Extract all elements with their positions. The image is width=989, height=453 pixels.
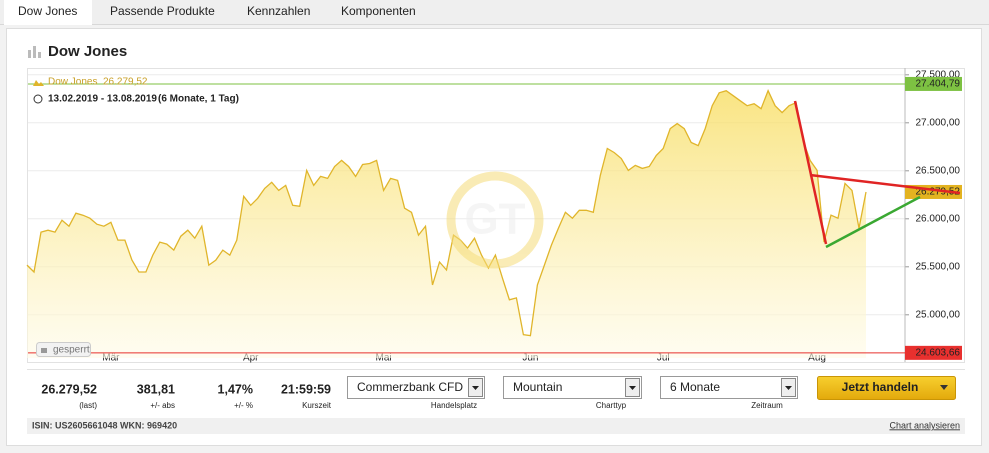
y-tick-label: 26.500,00	[916, 165, 961, 176]
x-tick-label: Apr	[243, 353, 259, 364]
badge: gesperrt	[53, 345, 90, 356]
select-box[interactable]	[503, 376, 642, 399]
stat-label: (last)	[79, 401, 97, 410]
select-box[interactable]	[660, 376, 798, 399]
price-tag-label: 26.279,52	[916, 187, 961, 198]
lock-icon	[41, 348, 47, 353]
x-tick-label: Jun	[522, 353, 538, 364]
select-label: Handelsplatz	[431, 401, 477, 410]
x-tick-label: Jul	[657, 353, 670, 364]
select-caret[interactable]	[472, 386, 479, 390]
stat-value: 1,47%	[218, 382, 253, 396]
stat-value: 381,81	[137, 382, 175, 396]
panel-title: Dow Jones	[48, 43, 127, 60]
active-tab	[4, 0, 92, 25]
chart: 25.000,00 25.500,00 26.000,00 26.500,00 27.0…	[26, 68, 962, 364]
legend-name: Dow Jones	[48, 77, 97, 88]
select-caret[interactable]	[629, 386, 636, 390]
tab[interactable]: Passende Produkte	[110, 4, 215, 18]
badge-box	[36, 342, 91, 357]
footer-bar	[27, 418, 965, 434]
stat-label: +/- %	[234, 401, 253, 410]
trade-button-label[interactable]: Jetzt handeln	[842, 380, 919, 394]
line	[26, 89, 867, 337]
stat-label: +/- abs	[150, 401, 175, 410]
price-tag-label: 27.404,79	[916, 79, 961, 90]
footer-ids: ISIN: US2605661048 WKN: 969420	[32, 420, 177, 430]
x-tick-label: Mai	[376, 353, 392, 364]
y-tick-label: 25.000,00	[916, 309, 961, 320]
title-icon	[28, 46, 41, 58]
watermark: GT	[446, 171, 544, 269]
tab[interactable]: Kennzahlen	[247, 4, 310, 18]
stat-label: Kurszeit	[302, 401, 332, 410]
price-tag-label: 24.603,66	[916, 347, 961, 358]
select-box[interactable]	[347, 376, 485, 399]
chart-link[interactable]: Chart analysieren	[889, 420, 960, 430]
tab-bar	[0, 0, 989, 25]
select-value[interactable]: 6 Monate	[670, 380, 720, 394]
x-tick-label: Mär	[102, 353, 120, 364]
select-label: Zeitraum	[751, 401, 783, 410]
y-tick-label: 26.000,00	[916, 213, 961, 224]
price-tag	[905, 345, 962, 360]
y-tick-label: 25.500,00	[916, 261, 961, 272]
stat-value: 26.279,52	[41, 382, 97, 396]
stat-value: 21:59:59	[281, 382, 331, 396]
tab[interactable]: Komponenten	[341, 4, 416, 18]
select-value[interactable]: Commerzbank CFD	[357, 380, 463, 394]
area	[27, 90, 866, 358]
select-label: Charttyp	[596, 401, 627, 410]
select-value[interactable]: Mountain	[513, 380, 562, 394]
trend-annotations	[793, 100, 961, 249]
legend-period: (6 Monate, 1 Tag)	[158, 94, 239, 105]
y-tick-label: 27.000,00	[916, 117, 961, 128]
y-tick-label: 27.500,00	[916, 69, 961, 80]
price-tag	[905, 76, 962, 91]
legend-range: 13.02.2019 - 13.08.2019	[48, 94, 157, 105]
select-caret[interactable]	[785, 386, 792, 390]
trade-button[interactable]	[817, 376, 956, 400]
tab[interactable]: Dow Jones	[18, 4, 77, 18]
x-tick-label: Aug	[808, 353, 826, 364]
legend-icon	[33, 80, 44, 86]
clock-icon	[33, 94, 43, 104]
legend-price: 26.279,52	[103, 77, 148, 88]
svg-text:GT: GT	[464, 195, 525, 244]
button-caret[interactable]	[940, 385, 948, 390]
